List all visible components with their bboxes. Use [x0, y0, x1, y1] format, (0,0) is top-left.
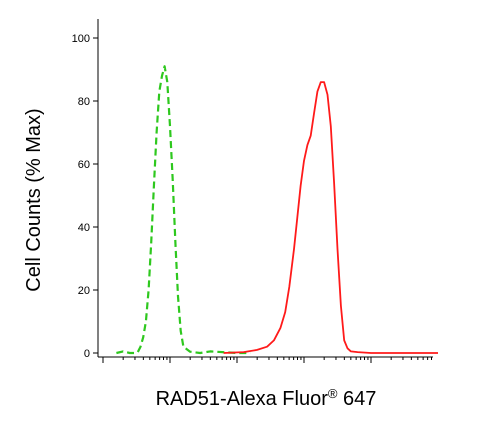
- axes: [97, 19, 433, 358]
- x-axis-title: RAD51-Alexa Fluor® 647: [156, 386, 377, 410]
- y-ticks: 0 20 40 60 80 100: [72, 33, 98, 360]
- y-axis-title: Cell Counts (% Max): [23, 108, 45, 291]
- y-tick-label: 80: [78, 96, 90, 108]
- y-tick-label: 20: [78, 285, 90, 297]
- x-axis-title-registered-mark: ®: [328, 386, 338, 401]
- y-tick-label: 60: [78, 159, 90, 171]
- series-line-2: [223, 81, 438, 354]
- x-axis-title-main: RAD51-Alexa Fluor: [156, 388, 329, 410]
- series-line-1: [116, 65, 251, 355]
- x-ticks: [102, 357, 433, 363]
- series-layer: [116, 65, 438, 355]
- y-tick-label: 40: [78, 222, 90, 234]
- x-axis-title-tail: 647: [337, 388, 376, 410]
- y-tick-label: 100: [72, 33, 90, 45]
- y-tick-label: 0: [84, 348, 90, 360]
